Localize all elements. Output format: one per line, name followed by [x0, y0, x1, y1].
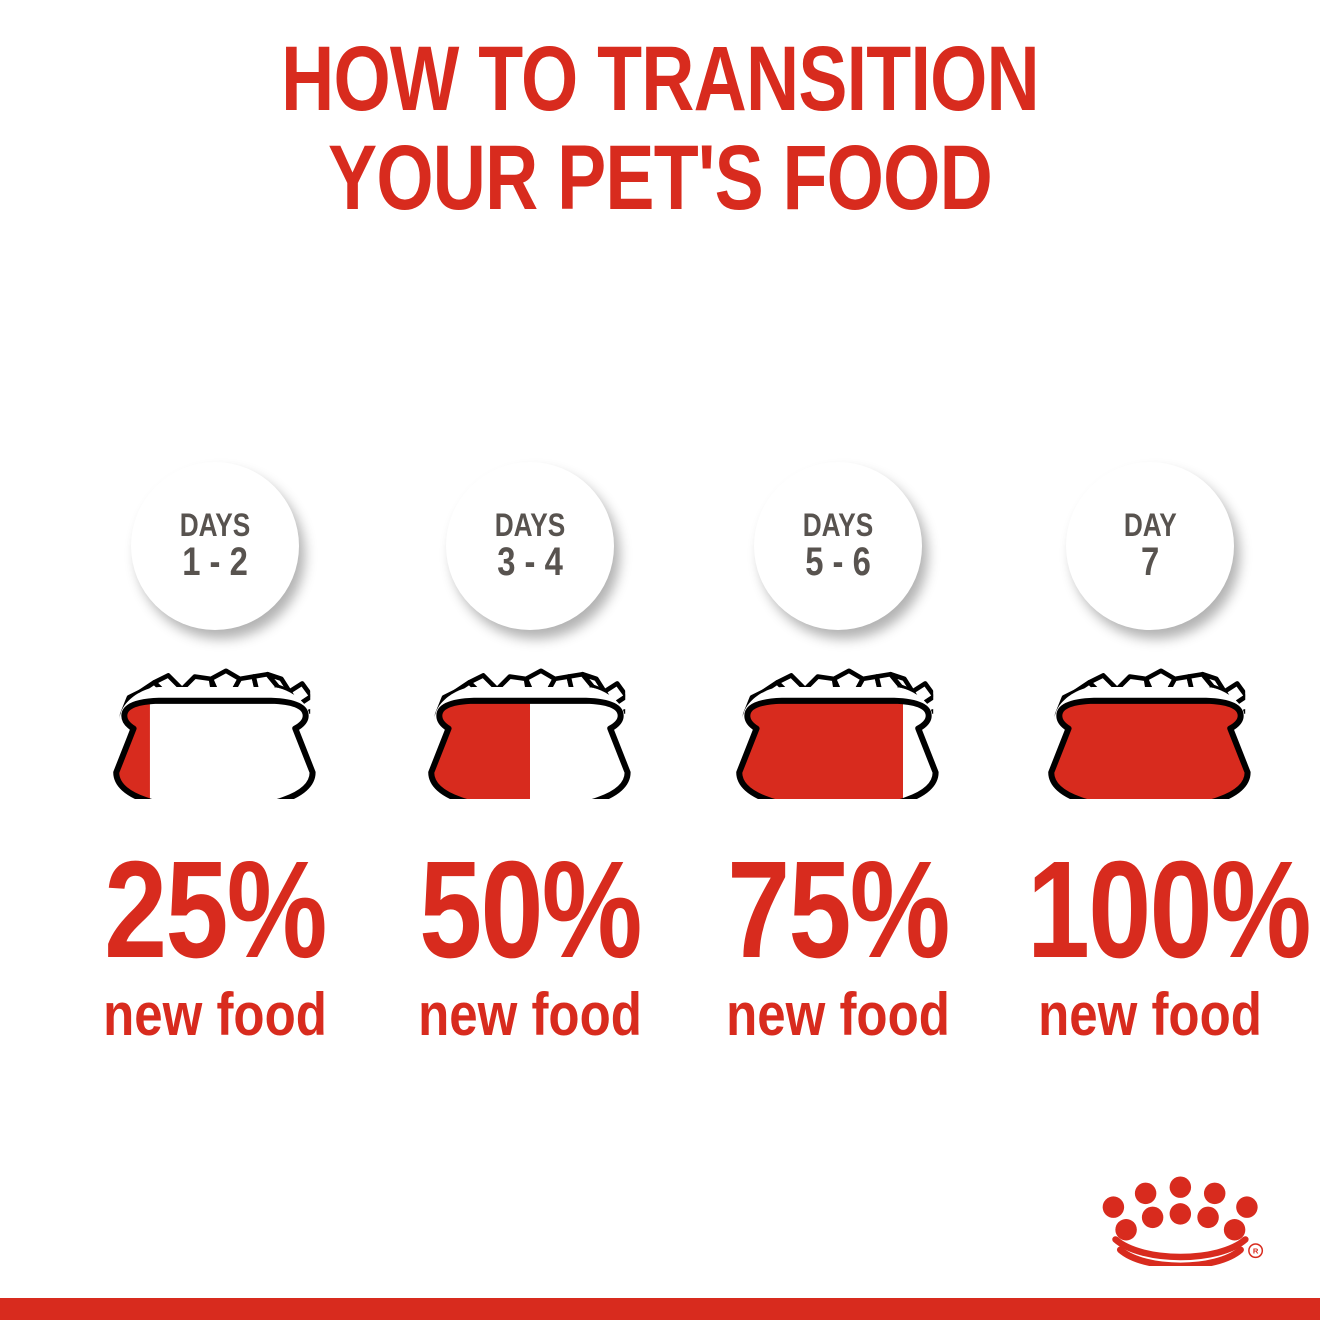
svg-text:R: R	[1253, 1246, 1259, 1255]
